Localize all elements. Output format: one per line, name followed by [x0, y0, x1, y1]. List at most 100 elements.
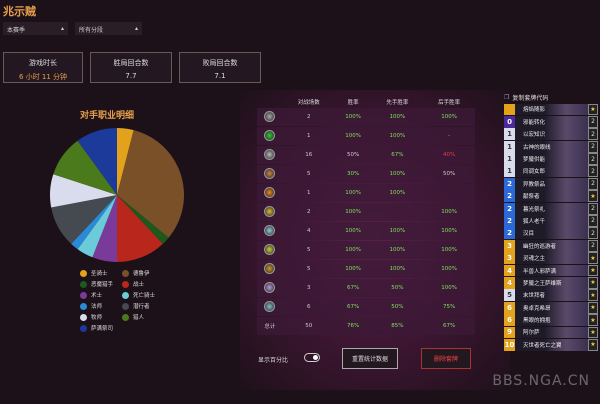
legend-item: 德鲁伊	[122, 269, 167, 277]
card-count: 2	[588, 202, 598, 215]
card-count: 2	[588, 177, 598, 190]
rogue-icon	[264, 167, 276, 179]
deck-card[interactable]: 2 狐人老千 2	[504, 215, 598, 227]
show-percent-toggle[interactable]	[304, 353, 320, 362]
card-count: ★	[588, 314, 598, 327]
games-cell: 1	[282, 184, 335, 202]
games-cell: 6	[282, 298, 335, 316]
legend-swatch	[80, 302, 87, 310]
legend-swatch	[122, 313, 129, 321]
first-winrate-cell: 100%	[371, 222, 424, 240]
rank-dropdown[interactable]: 所有分段 ▴	[75, 22, 142, 35]
legend-item: 死亡骑士	[122, 291, 167, 299]
stat-label: 游戏时长	[29, 59, 57, 67]
deck-card[interactable]: 6 黑眼的拥抱 ★	[504, 314, 598, 327]
deck-card[interactable]: 3 幽狂的巡游者 2	[504, 239, 598, 252]
col-header: 先手胜率	[386, 100, 409, 106]
pie-slice	[51, 195, 117, 244]
paladin-icon	[264, 205, 276, 217]
deck-card[interactable]: 2 汉目 2	[504, 227, 598, 240]
deck-card[interactable]: 2 异教祭品 2	[504, 177, 598, 190]
mage-icon	[264, 224, 276, 236]
winrate-cell: 50%	[334, 146, 372, 164]
card-name: 古神的眼线	[515, 140, 588, 153]
deck-card[interactable]: 2 献祭者 ★	[504, 190, 598, 203]
table-row: 3 67% 50% 100%	[257, 279, 475, 297]
card-cost: 2	[504, 215, 515, 227]
legend-label: 萨满祭司	[91, 326, 114, 332]
priest-icon	[264, 110, 276, 122]
winrate-cell: 100%	[334, 203, 372, 221]
card-name: 邪能转化	[515, 115, 588, 128]
card-cost: 4	[504, 276, 515, 289]
deck-card[interactable]: 3 灵魂之主 ★	[504, 252, 598, 265]
legend-item: 法师	[80, 302, 120, 310]
card-name: 灵魂之主	[515, 252, 588, 265]
games-cell: 5	[282, 260, 335, 278]
deck-card[interactable]: 0 邪能转化 2	[504, 115, 598, 128]
first-winrate-cell: 67%	[371, 146, 424, 164]
deck-card[interactable]: 6 奥卓克希昂 ★	[504, 301, 598, 314]
copy-deck-code-button[interactable]: ❐ 复制套牌代码	[504, 92, 598, 103]
card-name: 奥卓克希昂	[515, 301, 588, 314]
games-cell: 1	[282, 127, 335, 145]
legend-swatch	[80, 313, 87, 321]
card-name: 暮光祭礼	[515, 202, 588, 215]
card-cost: 1	[504, 128, 515, 141]
card-cost: 6	[504, 314, 515, 327]
card-cost: 4	[504, 264, 515, 277]
deck-card[interactable]: 2 暮光祭礼 2	[504, 202, 598, 215]
games-cell: 5	[282, 241, 335, 259]
deck-card[interactable]: 9 阿尔萨 ★	[504, 326, 598, 339]
deck-card[interactable]: 5 末世拜者 ★	[504, 289, 598, 302]
stat-value: 6 小时 11 分钟	[18, 73, 68, 81]
col-header: 后手胜率	[438, 100, 461, 106]
stat-value: 7.7	[125, 72, 137, 80]
reset-stats-button[interactable]: 重置统计数据	[342, 348, 398, 369]
games-cell: 5	[282, 165, 335, 183]
deck-card[interactable]: 1 同调女郎 2	[504, 165, 598, 178]
legend-item: 圣骑士	[80, 269, 120, 277]
card-cost: 2	[504, 190, 515, 203]
card-count: ★	[588, 326, 598, 339]
deck-card[interactable]: 1 以宏知识 2	[504, 128, 598, 141]
card-count: ★	[588, 338, 598, 351]
first-winrate-cell	[371, 203, 424, 221]
legend-swatch	[122, 291, 129, 299]
class-pie-chart	[49, 128, 184, 262]
card-name: 汉目	[515, 227, 588, 240]
col-header: 对战场数	[297, 100, 320, 106]
table-row: 2 100% 100%	[257, 203, 475, 221]
legend-label: 恶魔猎手	[91, 282, 114, 288]
legend-label: 死亡骑士	[133, 293, 156, 299]
deck-card[interactable]: 1 古神的眼线 2	[504, 140, 598, 153]
winrate-cell: 100%	[334, 222, 372, 240]
death-knight-icon	[264, 300, 276, 312]
card-name: 献祭者	[515, 190, 588, 203]
caret-up-icon: ▴	[60, 25, 64, 32]
shaman-icon	[264, 262, 276, 274]
games-cell: 2	[282, 108, 335, 126]
card-name: 末世拜者	[515, 289, 588, 302]
season-dropdown[interactable]: 本赛季 ▴	[3, 22, 68, 35]
deck-card[interactable]: 4 梦魇之王萨维斯 ★	[504, 276, 598, 289]
pie-legend: 圣骑士 德鲁伊 恶魔猎手 战士 术士 死亡骑士 法师 潜行者 牧师 猎人 萨满祭司	[80, 269, 170, 332]
legend-label: 战士	[133, 282, 145, 288]
stat-value: 7.1	[214, 72, 226, 80]
warrior-icon	[264, 186, 276, 198]
delete-deck-button[interactable]: 删除套牌	[421, 348, 471, 369]
card-name: 黑眼的拥抱	[515, 314, 588, 327]
deck-card[interactable]: 熔焰随影 ★	[504, 103, 598, 116]
card-count: 2	[588, 140, 598, 153]
games-cell: 2	[282, 203, 335, 221]
second-winrate-cell: 50%	[423, 165, 475, 183]
winrate-cell: 30%	[334, 165, 372, 183]
pie-slice	[117, 195, 169, 244]
deck-card[interactable]: 1 梦魇供能 2	[504, 153, 598, 165]
pie-slice	[53, 140, 117, 195]
total-row: 总计 50 76% 85% 67%	[257, 317, 475, 335]
first-winrate-cell: 100%	[371, 108, 424, 126]
season-value: 本赛季	[7, 27, 26, 34]
deck-card[interactable]: 10 灭世者死亡之翼 ★	[504, 338, 598, 351]
deck-card[interactable]: 4 半兽人邪萨满 ★	[504, 264, 598, 277]
